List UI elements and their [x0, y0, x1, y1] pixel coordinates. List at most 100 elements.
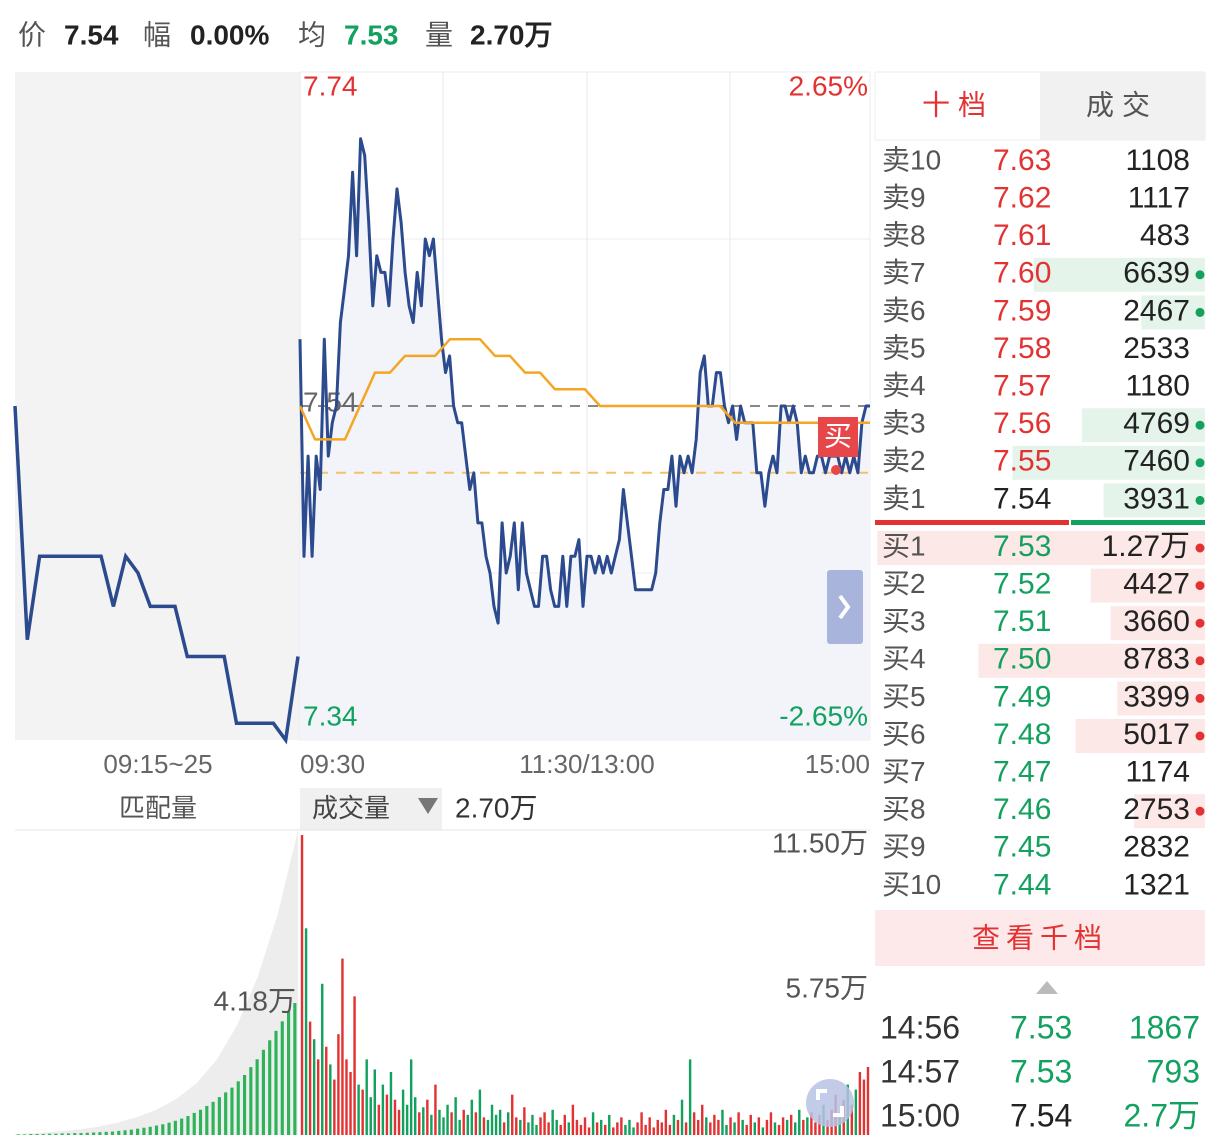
book-label: 买4 [882, 643, 926, 674]
volume-bar [688, 1059, 692, 1135]
volume-tick-label: 5.75万 [786, 972, 869, 1003]
auction-bar [167, 1122, 171, 1135]
depth-bar [1075, 719, 1205, 753]
volume-bar [397, 1109, 401, 1135]
header-label: 价 [18, 19, 46, 50]
auction-bar [249, 1067, 253, 1135]
auction-bar [161, 1124, 165, 1135]
book-label: 买8 [882, 794, 926, 825]
volume-current: 2.70万 [455, 792, 538, 823]
more-button[interactable] [875, 910, 1205, 966]
book-price: 7.63 [993, 144, 1051, 177]
dropdown-arrow[interactable] [418, 798, 438, 814]
tab-trades[interactable] [1040, 72, 1205, 140]
auction-bar [274, 1030, 278, 1135]
volume-dropdown[interactable] [300, 788, 442, 830]
book-price: 7.44 [993, 868, 1051, 901]
book-label: 买7 [882, 756, 926, 787]
volume-bar [858, 1071, 862, 1135]
change-dot [1195, 270, 1205, 280]
tab-label[interactable]: 十档 [922, 89, 994, 120]
volume-bar [648, 1117, 651, 1135]
volume-bar [498, 1109, 502, 1135]
volume-bar [773, 1122, 777, 1135]
auction-bar [224, 1092, 228, 1135]
tab-label[interactable]: 成交 [1086, 89, 1158, 120]
volume-bar [608, 1114, 611, 1135]
collapse-arrow[interactable] [1036, 981, 1058, 994]
volume-bar [486, 1119, 490, 1135]
volume-bar [575, 1119, 579, 1135]
book-label: 卖6 [882, 295, 926, 326]
buy-badge [818, 417, 858, 457]
volume-bar [717, 1119, 720, 1135]
volume-bar [567, 1122, 571, 1135]
trade-time: 14:56 [880, 1009, 960, 1045]
volume-bar [543, 1112, 546, 1135]
buy-point [831, 465, 841, 475]
header-label: 幅 [143, 19, 171, 50]
volume-bar [438, 1109, 441, 1135]
volume-bar [656, 1119, 659, 1135]
volume-bar [818, 1114, 821, 1135]
series-line [298, 137, 870, 625]
volume-bar [721, 1109, 724, 1135]
volume-bar [583, 1117, 587, 1135]
book-volume: 4769 [1123, 407, 1190, 440]
volume-bar [587, 1127, 591, 1135]
volume-bar [802, 1119, 805, 1135]
fullscreen-button[interactable] [806, 1079, 854, 1127]
trade-time: 15:00 [880, 1097, 960, 1133]
auction-bar [48, 1133, 52, 1135]
volume-bar [559, 1124, 562, 1135]
auction-panel [15, 72, 300, 740]
book-volume: 7460 [1123, 445, 1190, 478]
auction-bar [186, 1116, 190, 1135]
trade-volume: 793 [1147, 1053, 1200, 1089]
volume-bar [462, 1109, 465, 1135]
book-volume: 1117 [1128, 182, 1190, 215]
volume-bar [430, 1114, 433, 1135]
depth-bar [978, 643, 1205, 678]
volume-bar [713, 1114, 716, 1135]
expand-button[interactable] [827, 570, 863, 644]
x-tick-label: 09:15~25 [103, 749, 212, 779]
trade-price: 7.53 [1010, 1053, 1072, 1089]
book-volume: 8783 [1123, 643, 1190, 676]
auction-bar [79, 1133, 83, 1135]
volume-bar [850, 1104, 854, 1135]
book-label: 卖8 [882, 220, 926, 251]
volume-tab: 匹配量 [119, 793, 197, 823]
y-tick-label: 7.74 [303, 70, 358, 101]
volume-bar [862, 1079, 866, 1135]
book-price: 7.45 [993, 831, 1051, 864]
volume-bar [692, 1112, 696, 1135]
volume-bar [369, 1097, 372, 1135]
volume-tab: 成交量 [312, 793, 390, 823]
book-price: 7.55 [993, 445, 1051, 478]
change-dot [1195, 806, 1205, 816]
book-price: 7.54 [993, 482, 1051, 515]
fullscreen-icon[interactable] [816, 1089, 844, 1117]
expand-icon[interactable] [838, 594, 851, 620]
volume-bar [316, 1059, 320, 1135]
volume-bar [798, 1109, 801, 1135]
volume-bar [595, 1122, 599, 1135]
change-dot [1195, 458, 1205, 468]
header-value: 0.00% [190, 19, 269, 50]
trade-volume: 2.7万 [1124, 1097, 1201, 1133]
auction-bar [242, 1075, 247, 1135]
depth-bar [1110, 606, 1205, 641]
volume-bar [644, 1124, 647, 1135]
auction-bar [60, 1133, 64, 1135]
more-label[interactable]: 查看千档 [972, 922, 1108, 953]
header-value: 2.70万 [470, 19, 553, 50]
auction-bar [148, 1126, 152, 1135]
depth-bar [1103, 483, 1205, 518]
volume-bar [709, 1122, 712, 1135]
volume-bar [705, 1117, 708, 1135]
volume-bar [579, 1124, 583, 1135]
volume-bar [765, 1119, 769, 1135]
volume-bar [696, 1119, 700, 1135]
